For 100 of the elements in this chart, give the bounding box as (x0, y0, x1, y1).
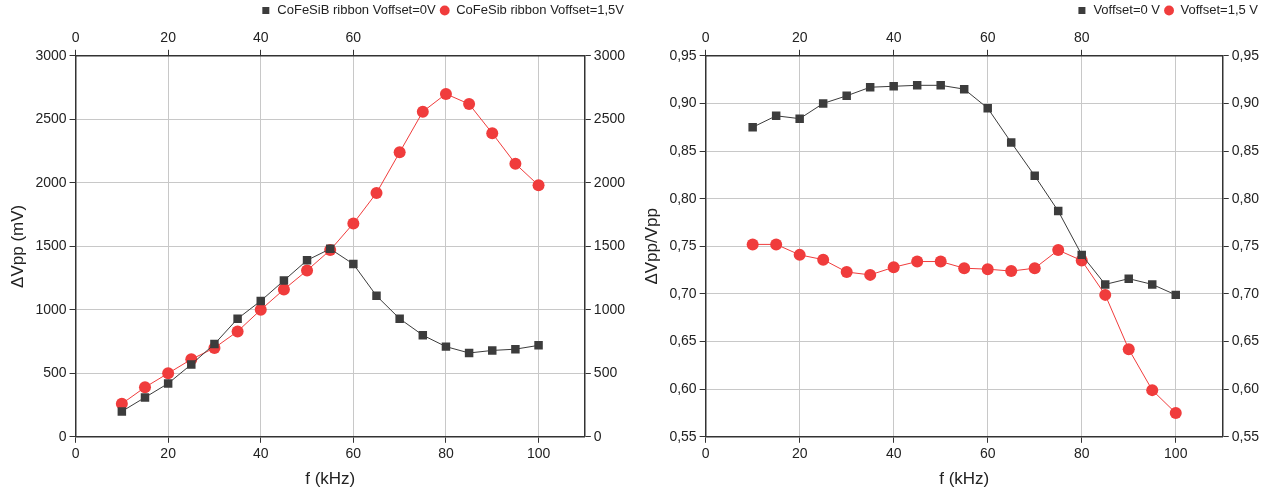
y2-tick-label: 0,90 (1231, 94, 1260, 111)
x2-tick-label: 80 (1073, 29, 1090, 46)
point (770, 238, 783, 251)
x2-tick-label: 60 (979, 29, 996, 46)
y2-tick-label: 1500 (593, 237, 626, 254)
point (958, 262, 971, 275)
point (463, 98, 476, 111)
point (1006, 138, 1016, 147)
point (746, 238, 759, 251)
point (532, 179, 545, 192)
legend-label: Voffset=0 V (1093, 2, 1161, 18)
legend-label: CoFeSiB ribbon Voffset=0V (277, 2, 437, 18)
x2-tick-label: 60 (345, 29, 362, 46)
point (187, 360, 196, 369)
x2-tick-label: 0 (71, 29, 80, 46)
point (1146, 384, 1159, 397)
y2-tick-label: 1000 (593, 300, 626, 317)
y2-tick-label: 3000 (593, 46, 626, 63)
y-axis-title: ΔVpp/Vpp (641, 208, 661, 285)
point (279, 276, 289, 285)
x-tick-label: 80 (438, 445, 454, 462)
x-tick-label: 20 (791, 445, 808, 462)
point (795, 114, 804, 123)
point (486, 127, 499, 140)
legend-label: CoFeSib ribbon Voffset=1,5V (456, 2, 625, 18)
point (864, 268, 877, 281)
point (139, 381, 151, 394)
x-tick-label: 0 (701, 445, 710, 462)
point (231, 325, 244, 338)
x2-tick-label: 40 (885, 29, 902, 46)
y-tick-label: 0,85 (669, 141, 697, 158)
x-tick-label: 80 (1073, 445, 1090, 462)
point (912, 81, 922, 90)
point (370, 186, 383, 199)
point (1099, 288, 1112, 301)
point (936, 81, 945, 90)
point (887, 261, 900, 274)
point (416, 105, 429, 118)
x-tick-label: 100 (1164, 445, 1188, 462)
y2-tick-label: 0 (593, 427, 602, 444)
y2-tick-label: 0,85 (1231, 141, 1260, 158)
point (1124, 274, 1133, 283)
x-tick-label: 40 (885, 445, 902, 462)
y-tick-label: 0,60 (669, 380, 697, 397)
point (934, 255, 947, 268)
point (889, 82, 898, 91)
point (1052, 244, 1065, 257)
y2-tick-label: 0,65 (1231, 332, 1260, 349)
point (509, 157, 522, 170)
y-tick-label: 3000 (35, 46, 67, 63)
x-axis-title: f (kHz) (305, 469, 356, 489)
point (911, 255, 924, 268)
point (983, 103, 992, 113)
point (395, 314, 404, 323)
x2-tick-label: 20 (791, 29, 808, 46)
point (511, 344, 520, 354)
y-tick-label: 0 (58, 427, 67, 444)
point (840, 266, 853, 279)
point (301, 264, 314, 277)
y-tick-label: 500 (43, 364, 67, 381)
x-axis-title: f (kHz) (939, 469, 990, 489)
point (349, 259, 358, 269)
y2-tick-label: 0,60 (1231, 380, 1260, 397)
y2-tick-label: 2000 (593, 173, 626, 190)
y-tick-label: 0,75 (669, 237, 697, 254)
y-tick-label: 0,95 (669, 46, 697, 63)
point (233, 314, 242, 323)
y-tick-label: 2000 (35, 173, 67, 190)
point (488, 346, 497, 355)
y-tick-label: 1500 (35, 237, 67, 254)
x-tick-label: 100 (526, 445, 551, 462)
point (1028, 262, 1041, 275)
y2-tick-label: 0,80 (1231, 189, 1260, 206)
point (439, 87, 452, 100)
point (842, 91, 851, 101)
y2-tick-label: 500 (593, 364, 618, 381)
point (817, 253, 830, 266)
point (1169, 406, 1182, 419)
point (347, 217, 360, 230)
point (1147, 280, 1157, 289)
point (981, 263, 994, 276)
point (793, 248, 806, 261)
x-tick-label: 60 (979, 445, 996, 462)
y-axis-title: ΔVpp (mV) (7, 204, 27, 288)
y-tick-label: 2500 (35, 110, 67, 127)
y2-tick-label: 0,55 (1231, 427, 1260, 444)
y-tick-label: 1000 (35, 300, 67, 317)
y2-tick-label: 2500 (593, 110, 626, 127)
y-tick-label: 0,55 (669, 427, 697, 444)
point (140, 393, 150, 402)
x-tick-label: 20 (160, 445, 177, 462)
y-tick-label: 0,80 (669, 189, 697, 206)
point (1030, 171, 1039, 181)
point (441, 342, 451, 351)
point (1077, 250, 1086, 260)
point (1005, 265, 1018, 278)
y2-tick-label: 0,95 (1231, 46, 1260, 63)
point (210, 339, 219, 349)
point (302, 256, 312, 265)
y-tick-label: 0,65 (669, 332, 697, 349)
